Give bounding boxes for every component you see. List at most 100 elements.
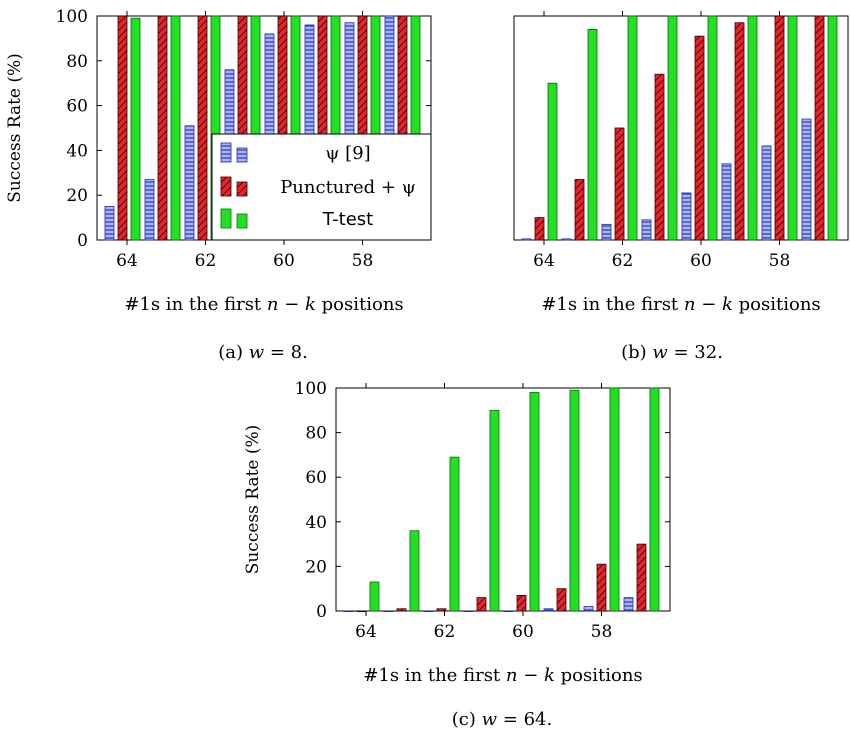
legend-box <box>211 133 432 241</box>
punctured-bar <box>654 73 665 241</box>
plot-frame <box>335 387 671 612</box>
plot-frame <box>513 15 849 241</box>
subfigure-caption: (b) w = 32. <box>621 342 723 363</box>
psi-bar <box>761 145 772 241</box>
chart-c: 64 62 60 58 0 20 40 60 80 100 Success Rate (%) #1s … <box>243 379 671 730</box>
ttest-bar <box>170 15 181 241</box>
punctured-bar <box>157 15 168 241</box>
punctured-bar <box>614 127 625 241</box>
psi-bar <box>721 163 732 241</box>
ttest-bar <box>827 15 838 241</box>
punctured-bar <box>356 610 367 613</box>
psi-bar <box>623 597 634 612</box>
y-tick-label: 80 <box>305 424 327 444</box>
punctured-bar <box>117 15 128 241</box>
punctured-bar <box>814 15 825 241</box>
y-tick-label: 60 <box>66 97 88 117</box>
ttest-bar <box>409 530 420 612</box>
punctured-bar <box>396 608 407 612</box>
chart-b: 64 62 60 58 #1s in the first n − k positions… <box>513 11 849 363</box>
psi-bar <box>104 205 115 241</box>
ttest-bar <box>707 15 718 241</box>
psi-bar <box>383 610 394 613</box>
ttest-bar <box>667 15 678 241</box>
x-tick-label: 62 <box>195 251 217 271</box>
psi-bar <box>601 223 612 241</box>
psi-bar <box>681 192 692 241</box>
legend-swatch <box>220 176 232 197</box>
ttest-bar <box>649 387 660 612</box>
x-tick-label: 60 <box>512 622 534 642</box>
legend-swatch <box>236 147 248 163</box>
x-tick-label: 60 <box>273 251 295 271</box>
psi-bar <box>423 610 434 613</box>
y-tick-label: 40 <box>305 513 327 533</box>
punctured-bar <box>476 597 487 612</box>
legend-swatch <box>236 213 248 229</box>
ttest-bar <box>489 409 500 612</box>
ttest-bar <box>609 387 620 612</box>
ttest-bar <box>547 82 558 241</box>
x-tick-label: 60 <box>690 251 712 271</box>
punctured-bar <box>574 179 585 241</box>
punctured-bar <box>636 543 647 612</box>
legend-label: ψ [9] <box>325 143 370 164</box>
legend-swatch <box>220 142 232 163</box>
y-tick-label: 20 <box>305 557 327 577</box>
y-tick-label: 40 <box>66 141 88 161</box>
y-axis-label: Success Rate (%) <box>243 425 263 575</box>
psi-bar <box>184 125 195 241</box>
y-tick-label: 20 <box>66 186 88 206</box>
x-axis-label: #1s in the first n − k positions <box>363 665 642 686</box>
x-tick-label: 58 <box>352 251 374 271</box>
x-axis-label: #1s in the first n − k positions <box>541 294 820 315</box>
x-tick-label: 64 <box>533 251 555 271</box>
punctured-bar <box>534 217 545 241</box>
psi-bar <box>144 179 155 241</box>
subfigure-caption: (a) w = 8. <box>218 342 308 363</box>
punctured-bar <box>596 563 607 612</box>
y-tick-label: 60 <box>305 468 327 488</box>
legend-label: T-test <box>322 209 373 230</box>
y-axis-label: Success Rate (%) <box>5 53 25 203</box>
psi-bar <box>343 610 354 613</box>
punctured-bar <box>197 15 208 241</box>
psi-bar <box>463 610 474 613</box>
x-tick-label: 64 <box>355 622 377 642</box>
psi-bar <box>543 608 554 612</box>
ttest-bar <box>369 581 380 612</box>
ttest-bar <box>529 392 540 612</box>
punctured-bar <box>436 608 447 612</box>
psi-bar <box>801 118 812 241</box>
y-tick-label: 100 <box>295 379 327 399</box>
ttest-bar <box>569 389 580 612</box>
punctured-bar <box>734 22 745 241</box>
legend: ψ [9] Punctured + ψ T-test <box>211 133 432 241</box>
x-tick-label: 58 <box>591 622 613 642</box>
psi-bar <box>561 238 572 241</box>
ttest-bar <box>587 29 598 241</box>
y-tick-label: 80 <box>66 52 88 72</box>
x-tick-label: 58 <box>769 251 791 271</box>
subfigure-caption: (c) w = 64. <box>452 709 552 730</box>
punctured-bar <box>774 15 785 241</box>
y-tick-label: 100 <box>56 7 88 27</box>
x-axis-label: #1s in the first n − k positions <box>124 294 403 315</box>
chart-a: 64 62 60 58 0 20 40 60 80 100 Success Rate (%) #1s … <box>5 7 432 363</box>
x-tick-label: 62 <box>434 622 456 642</box>
charts-layer: 64 62 60 58 0 20 40 60 80 100 Success Rate (%) #1s … <box>5 7 849 730</box>
x-tick-label: 62 <box>612 251 634 271</box>
punctured-bar <box>556 588 567 612</box>
ttest-bar <box>627 15 638 241</box>
legend-swatch <box>220 208 232 229</box>
legend-label: Punctured + ψ <box>280 177 416 198</box>
psi-bar <box>503 610 514 613</box>
punctured-bar <box>516 594 527 612</box>
ttest-bar <box>787 15 798 241</box>
y-tick-label: 0 <box>77 231 88 251</box>
ttest-bar <box>747 15 758 241</box>
ttest-bar <box>130 17 141 241</box>
psi-bar <box>521 238 532 241</box>
legend-swatch <box>236 181 248 197</box>
